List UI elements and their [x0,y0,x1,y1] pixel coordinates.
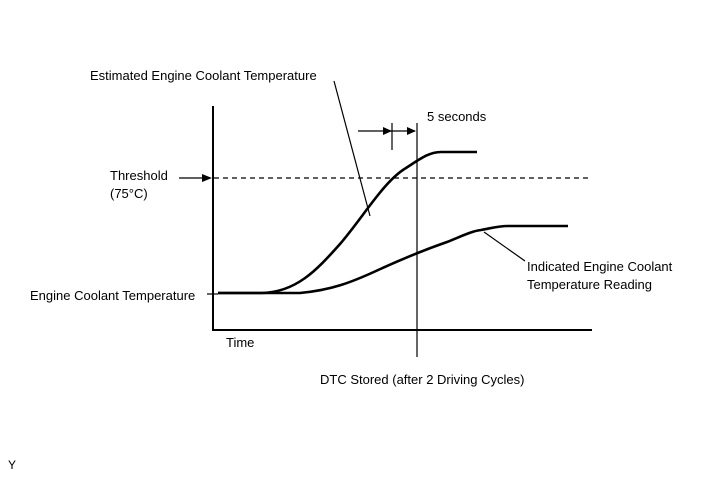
dtc-stored-label: DTC Stored (after 2 Driving Cycles) [320,372,525,387]
threshold-arrow-icon [202,174,212,182]
indicated-curve-label: Indicated Engine Coolant Temperature Rea… [527,259,673,292]
y-axis-label: Engine Coolant Temperature [30,288,196,303]
indicated-leader-line [483,231,526,262]
estimated-curve-label: Estimated Engine Coolant Temperature [90,68,317,83]
x-axis-label: Time [226,335,255,350]
five-seconds-label: 5 seconds [427,109,487,124]
indicated-temperature-curve [218,224,568,295]
dimension-arrow-left-icon [383,127,392,135]
estimated-temperature-curve [218,150,477,295]
estimated-leader-line [333,80,371,217]
dimension-arrow-right-icon [407,127,416,135]
threshold-label: Threshold (75°C) [110,168,168,201]
page-corner-marker: Y [8,458,17,472]
